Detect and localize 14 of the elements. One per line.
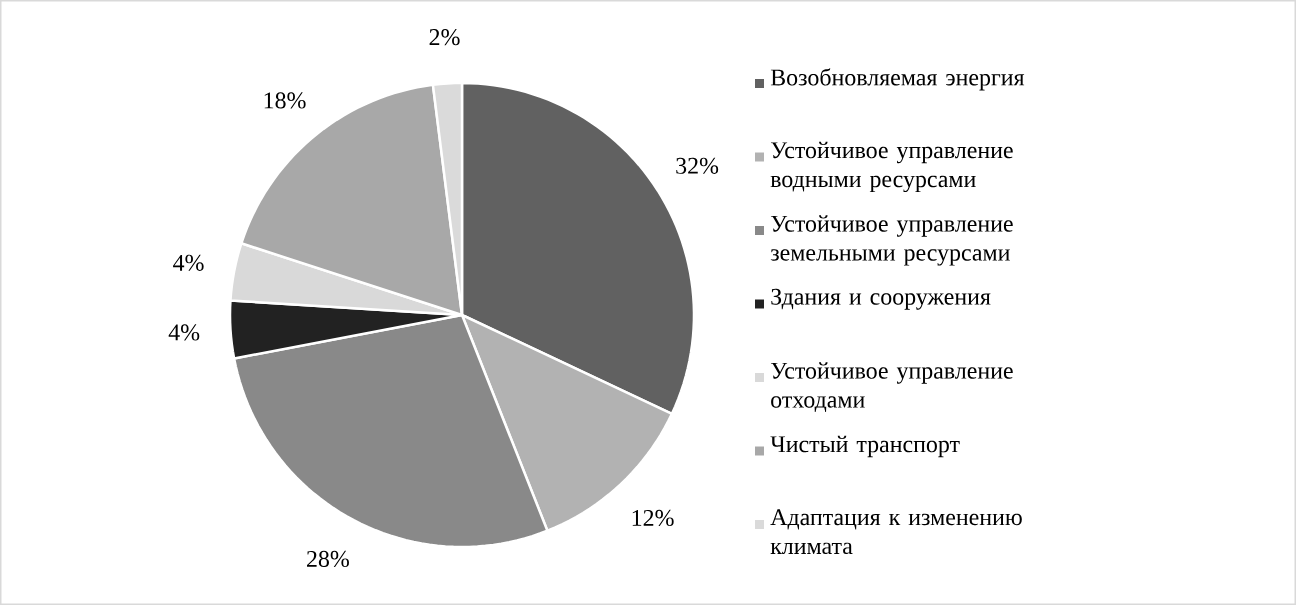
legend-label: Устойчивое управление отходами bbox=[770, 362, 1013, 413]
legend-label: Устойчивое управление земельными ресурсами bbox=[770, 215, 1013, 266]
legend-label: Адаптация к изменению климата bbox=[770, 509, 1022, 555]
data-label: 28% bbox=[307, 550, 349, 568]
legend-label: Здания и сооружения bbox=[771, 288, 991, 310]
legend-label: Чистый транспорт bbox=[770, 435, 960, 458]
data-label: 12% bbox=[632, 509, 674, 527]
legend-label: Возобновляемая энергия bbox=[770, 68, 1025, 91]
data-label: 2% bbox=[429, 29, 460, 46]
data-label: 4% bbox=[173, 254, 204, 271]
data-label: 18% bbox=[264, 92, 306, 109]
legend-label: Устойчивое управление водными ресурсами bbox=[770, 141, 1013, 193]
data-label: 4% bbox=[168, 324, 200, 341]
data-label: 32% bbox=[676, 157, 719, 174]
